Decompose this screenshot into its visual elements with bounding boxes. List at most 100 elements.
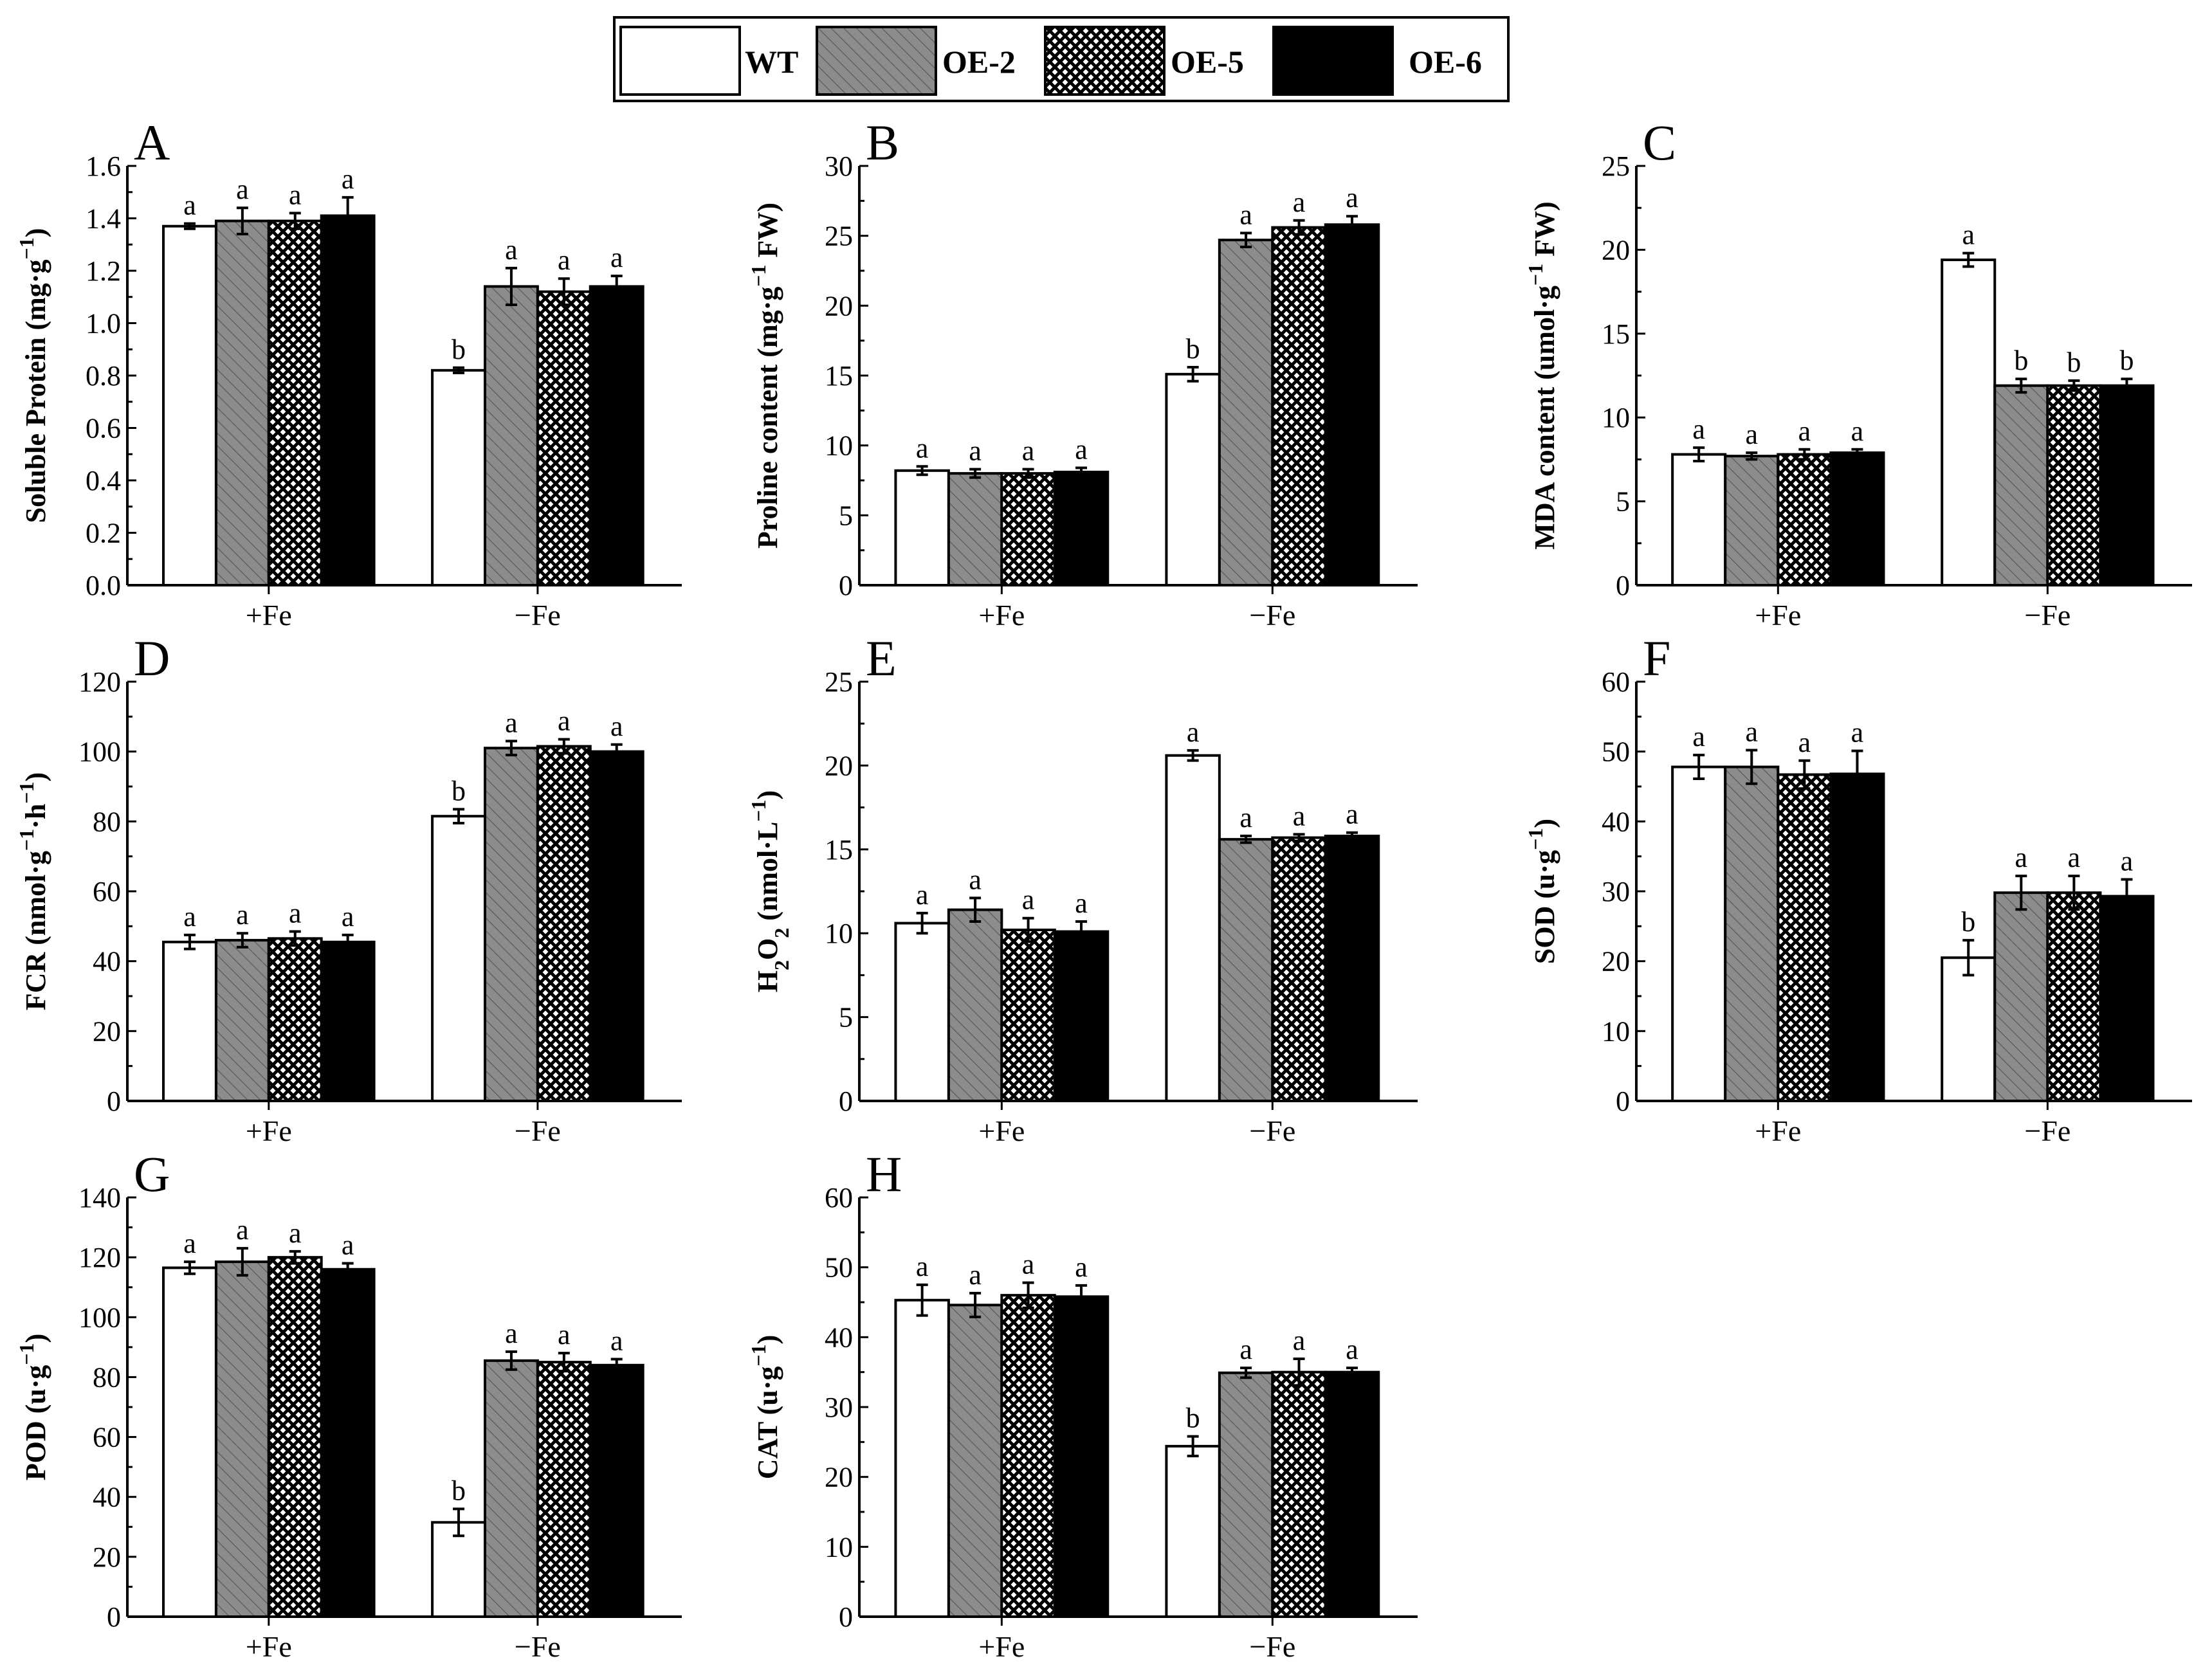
legend-swatch-wt <box>619 26 741 96</box>
panel-a-sig-letter: a <box>289 179 302 210</box>
panel-h-bar-wt <box>1165 1444 1221 1618</box>
panel-h-bar-oe-6 <box>1053 1295 1110 1618</box>
panel-e-letter: E <box>866 630 897 686</box>
panel-b-sig-letter: a <box>969 435 982 467</box>
panel-e-sig-letter: a <box>1346 799 1358 830</box>
panel-d-ytick-label: 40 <box>93 946 121 977</box>
panel-h-sig-letter: b <box>1186 1403 1200 1434</box>
panel-h-category-label: +Fe <box>978 1630 1025 1663</box>
panel-d-bar-oe-6 <box>589 750 644 1102</box>
panel-d-sig-letter: a <box>342 901 354 932</box>
panel-f-ytick-label: 10 <box>1602 1015 1630 1047</box>
panel-h-letter: H <box>866 1146 902 1202</box>
panel-e-ytick-label: 5 <box>839 1002 853 1033</box>
legend-label-wt: WT <box>745 44 798 80</box>
panel-a-ytick-label: 0.8 <box>86 360 121 392</box>
ylabel-part: MDA content (umol·g <box>1529 286 1560 550</box>
panel-a-bar-oe-2 <box>483 285 539 586</box>
panel-b-ytick-label: 10 <box>825 430 853 462</box>
panel-d-ytick-label: 100 <box>78 736 121 768</box>
panel-c-bar-wt <box>1671 453 1727 586</box>
ylabel-part: −1 <box>15 829 38 851</box>
panel-e-ytick-label: 15 <box>825 834 853 866</box>
ylabel-part: ) <box>20 1334 51 1343</box>
panel-h-ylabel: CAT (u·g−1) <box>747 1335 783 1480</box>
panel-h-ytick-label: 60 <box>825 1182 853 1213</box>
panel-f-bar-oe-2 <box>1993 891 2049 1102</box>
panel-c-ytick-label: 10 <box>1602 402 1630 433</box>
panel-e-category-label: −Fe <box>1249 1114 1295 1147</box>
panel-f-sig-letter: a <box>1692 721 1705 752</box>
panel-b-ytick-label: 30 <box>825 150 853 182</box>
panel-b: 0 5 10 15 20 25 30 +Fe a a a a −Fe b a a a B Proline conte… <box>747 114 1418 632</box>
panel-h-bar-oe-6 <box>1324 1370 1380 1619</box>
ylabel-part: −1 <box>15 1343 38 1365</box>
panel-g-ytick-label: 120 <box>78 1242 121 1273</box>
ylabel-part: ·h <box>20 804 51 829</box>
panel-c-bar-oe-5 <box>2046 384 2102 586</box>
legend-entry-oe5: OE-5 <box>1044 26 1244 96</box>
panel-e-ytick-label: 20 <box>825 750 853 781</box>
panel-g-bar-oe-5 <box>536 1361 592 1618</box>
panel-e-bar-oe-5 <box>1271 836 1327 1102</box>
panel-d-sig-letter: b <box>452 775 466 806</box>
panel-f-ytick-label: 40 <box>1602 806 1630 837</box>
panel-b-ylabel: Proline content (mg·g−1 FW) <box>747 203 783 549</box>
panel-h-ytick-label: 30 <box>825 1392 853 1423</box>
panel-e-sig-letter: a <box>1187 716 1200 748</box>
panel-e-sig-letter: a <box>1022 884 1035 916</box>
panel-h-ytick-label: 20 <box>825 1462 853 1493</box>
panel-b-category-label: −Fe <box>1249 599 1295 632</box>
panel-c-category-label: +Fe <box>1755 599 1801 632</box>
panel-b-bar-oe-5 <box>1000 472 1056 587</box>
legend-frame <box>613 16 1510 102</box>
panel-b-sig-letter: a <box>916 432 929 464</box>
panel-c-sig-letter: a <box>1851 415 1864 447</box>
panel-e-bar-oe-2 <box>1218 838 1274 1102</box>
panel-g-letter: G <box>134 1146 170 1202</box>
panel-b-sig-letter: b <box>1186 333 1200 365</box>
legend-swatch-oe5 <box>1044 26 1165 96</box>
panel-d-sig-letter: a <box>183 901 196 932</box>
panel-b-ytick-label: 15 <box>825 360 853 392</box>
panel-f-ytick-label: 50 <box>1602 736 1630 768</box>
legend-entry-wt: WT <box>619 26 798 96</box>
panel-g-category-label: −Fe <box>515 1630 561 1663</box>
legend-entry-oe2: OE-2 <box>816 26 1016 96</box>
panel-h-ytick-label: 10 <box>825 1531 853 1563</box>
ylabel-part: Proline content (mg·g <box>752 287 783 549</box>
panel-d-letter: D <box>134 630 170 686</box>
ylabel-part: Soluble Protein (mg·g <box>20 260 51 523</box>
panel-g-sig-letter: b <box>452 1475 466 1506</box>
panel-d-category-label: +Fe <box>246 1114 292 1147</box>
panel-b-sig-letter: a <box>1293 186 1306 218</box>
panel-g-bar-oe-2 <box>214 1260 270 1618</box>
panel-d-ytick-label: 120 <box>78 666 121 698</box>
panel-f-sig-letter: a <box>1851 717 1864 749</box>
panel-g-ytick-label: 20 <box>93 1541 121 1573</box>
panel-d-sig-letter: a <box>610 711 623 742</box>
ylabel-part: FW) <box>1529 201 1560 264</box>
panel-g-ytick-label: 140 <box>78 1182 121 1213</box>
panel-g-ytick-label: 80 <box>93 1361 121 1393</box>
panel-d-bar-oe-2 <box>483 747 539 1102</box>
panel-f-bar-oe-6 <box>2099 895 2155 1103</box>
panel-f-bar-oe-5 <box>2046 891 2102 1102</box>
panel-f-category-label: −Fe <box>2024 1114 2070 1147</box>
panel-f-bar-oe-2 <box>1724 765 1780 1103</box>
panel-a-ytick-label: 0.6 <box>86 413 121 444</box>
panel-g-ylabel: POD (u·g−1) <box>15 1334 51 1481</box>
panel-a-ytick-label: 1.4 <box>86 203 121 235</box>
panel-h-ytick-label: 0 <box>839 1601 853 1633</box>
panel-f-ytick-label: 30 <box>1602 876 1630 907</box>
ylabel-part: −1 <box>747 264 770 286</box>
panel-e-sig-letter: a <box>1075 887 1088 919</box>
panel-h-bar-oe-2 <box>947 1304 1003 1618</box>
panel-g-bar-oe-5 <box>267 1256 323 1618</box>
panel-g-bar-wt <box>162 1266 217 1618</box>
panel-h-sig-letter: a <box>969 1259 982 1291</box>
ylabel-part: 2 <box>770 928 793 938</box>
panel-c: 0 5 10 15 20 25 +Fe a a a a −Fe a b b b C MDA content (um… <box>1524 114 2192 632</box>
ylabel-part: FCR (nmol·g <box>20 851 51 1010</box>
